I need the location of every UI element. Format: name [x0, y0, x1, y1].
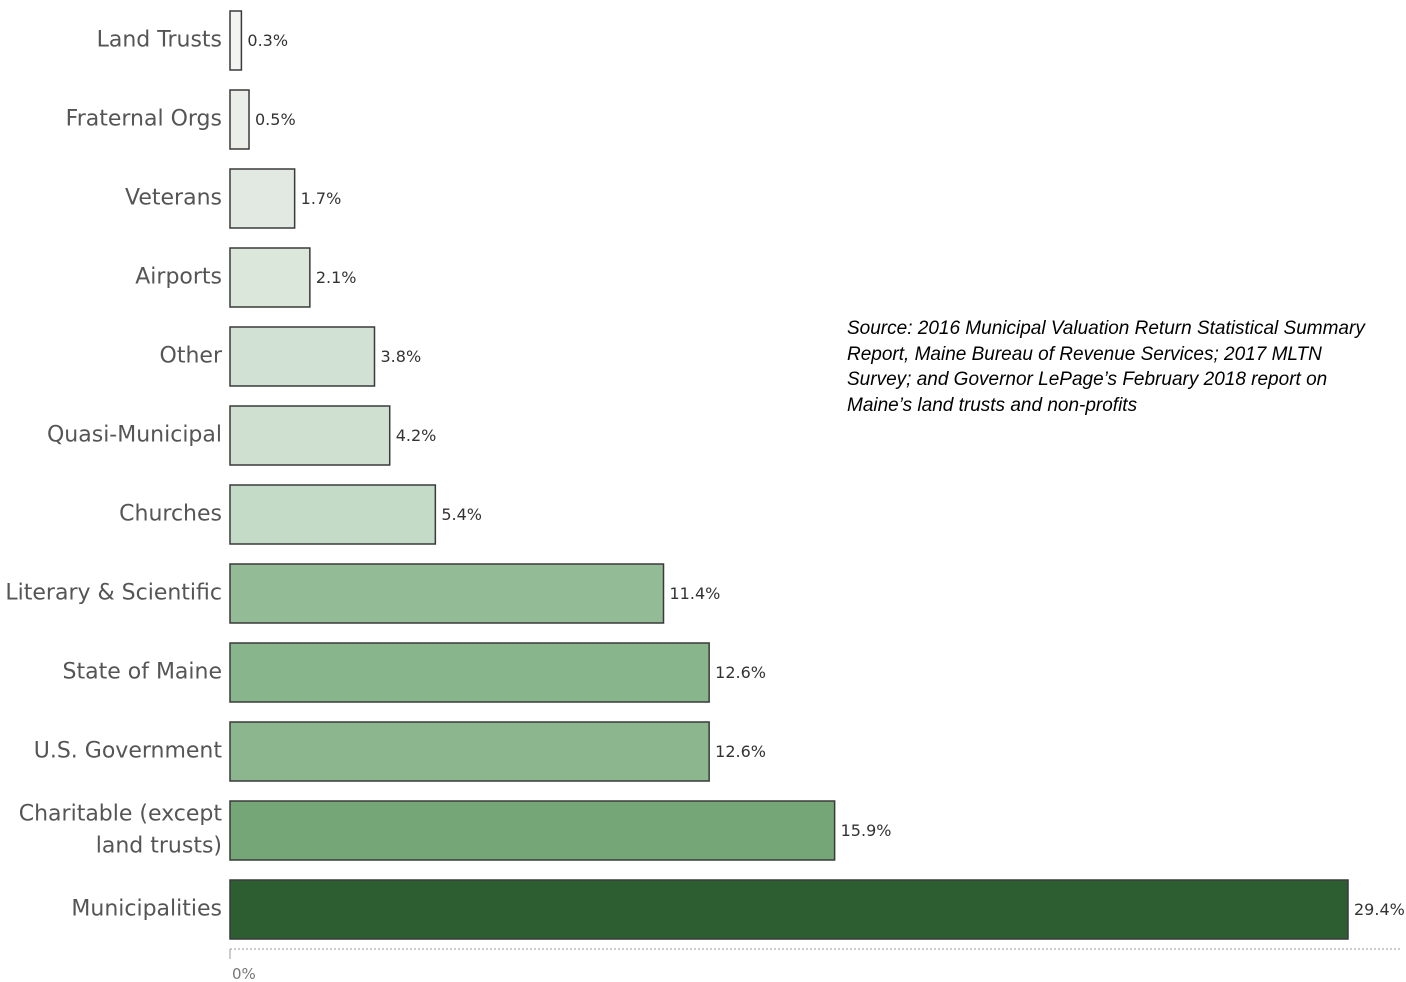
category-label: Veterans [125, 186, 222, 211]
bar [229, 484, 437, 545]
value-label: 4.2% [396, 426, 437, 445]
category-label: Airports [135, 265, 222, 290]
category-label: Quasi-Municipal [47, 423, 222, 448]
bar [229, 405, 391, 466]
source-note: Source: 2016 Municipal Valuation Return … [847, 318, 1365, 416]
bars [229, 10, 1349, 940]
bar [229, 326, 376, 387]
bar [229, 721, 710, 782]
value-label: 1.7% [301, 189, 342, 208]
bar [229, 800, 836, 861]
bar [229, 168, 296, 229]
bar [229, 89, 250, 150]
x-tick-label: 0% [232, 965, 256, 982]
bar [229, 563, 665, 624]
category-label: State of Maine [63, 660, 222, 685]
value-label: 12.6% [715, 742, 766, 761]
category-label: Literary & Scientific [5, 581, 222, 606]
category-label: Other [160, 344, 223, 369]
bar [229, 642, 710, 703]
value-label: 15.9% [841, 821, 892, 840]
category-label: U.S. Government [34, 739, 223, 764]
value-label: 29.4% [1354, 900, 1405, 919]
value-label: 2.1% [316, 268, 357, 287]
bar [229, 247, 311, 308]
value-label: 5.4% [441, 505, 482, 524]
value-label: 11.4% [670, 584, 721, 603]
bar [229, 10, 243, 71]
value-label: 0.5% [255, 110, 296, 129]
category-label: Churches [119, 502, 222, 527]
category-label: Municipalities [71, 897, 222, 922]
value-labels: 0.3% 0.5% 1.7% 2.1% 3.8% 4.2% 5.4% 11.4% 12.6% 12… [247, 31, 1404, 919]
value-label: 3.8% [381, 347, 422, 366]
category-label: Land Trusts [97, 28, 222, 53]
category-label: Charitable (except land trusts) [19, 802, 223, 859]
category-label: Fraternal Orgs [66, 107, 222, 132]
value-label: 0.3% [247, 31, 288, 50]
category-labels: Land Trusts Fraternal Orgs Veterans Airport… [5, 28, 223, 922]
value-label: 12.6% [715, 663, 766, 682]
bar [229, 879, 1349, 940]
x-axis: 0% [229, 948, 1400, 982]
